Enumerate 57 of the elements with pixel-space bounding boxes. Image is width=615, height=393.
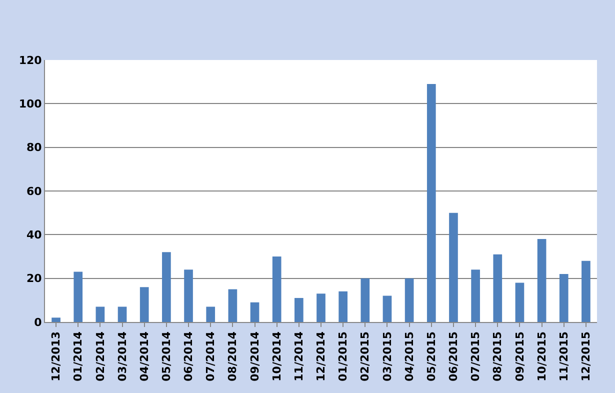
x-tick-label: 06/2014 (182, 331, 196, 382)
bar (360, 278, 370, 322)
x-tick-label: 04/2014 (138, 331, 151, 382)
bar (338, 291, 348, 322)
y-tick-label: 0 (34, 316, 42, 329)
y-tick-label: 60 (26, 184, 42, 198)
bar (559, 274, 568, 322)
bar (74, 272, 83, 322)
x-tick-label: 02/2015 (358, 331, 372, 382)
x-tick-label: 04/2015 (402, 331, 416, 382)
x-tick-label: 08/2014 (226, 331, 240, 382)
x-tick-label: 01/2015 (336, 331, 350, 382)
bar (162, 252, 171, 322)
x-tick-label: 11/2015 (557, 331, 570, 382)
x-tick-label: 08/2015 (491, 331, 504, 382)
y-tick-label: 100 (18, 98, 42, 111)
x-tick-label: 03/2015 (380, 331, 394, 382)
y-tick-label: 80 (26, 141, 42, 154)
bar (272, 256, 282, 322)
x-tick-label: 03/2014 (116, 331, 129, 382)
bar (206, 306, 216, 322)
bar (449, 212, 458, 322)
x-tick-label: 10/2015 (535, 331, 548, 382)
x-tick-label: 02/2014 (94, 331, 107, 382)
x-tick-label: 06/2015 (447, 331, 460, 382)
bar (471, 270, 480, 322)
x-tick-label: 05/2015 (424, 331, 438, 382)
bar (96, 306, 105, 322)
bar (582, 260, 590, 322)
y-tick-label: 120 (18, 54, 42, 67)
x-tick-label: 05/2014 (160, 331, 174, 382)
x-tick-label: 09/2015 (513, 331, 526, 382)
bar (515, 282, 524, 322)
bar (250, 302, 260, 322)
bar (140, 287, 149, 322)
x-tick-label: 11/2014 (292, 331, 306, 382)
bar (316, 294, 326, 322)
x-tick-label: 07/2015 (469, 331, 482, 382)
x-tick-label: 07/2014 (204, 331, 218, 382)
bar (426, 84, 436, 322)
bar (294, 298, 304, 322)
bar (52, 318, 60, 322)
y-tick-label: 40 (26, 228, 42, 242)
bar (493, 254, 502, 322)
x-tick-label: 12/2015 (580, 331, 593, 382)
x-tick-label: 09/2014 (248, 331, 262, 382)
bar (118, 306, 127, 322)
y-tick-label: 20 (26, 272, 42, 286)
x-tick-label: 12/2013 (50, 331, 63, 382)
bar (184, 270, 193, 322)
bar (382, 296, 392, 322)
x-tick-label: 01/2014 (72, 331, 85, 382)
bar (404, 278, 414, 322)
bar (537, 239, 546, 322)
x-tick-label: 12/2014 (314, 331, 328, 382)
bar (228, 289, 238, 322)
x-tick-label: 10/2014 (270, 331, 284, 382)
